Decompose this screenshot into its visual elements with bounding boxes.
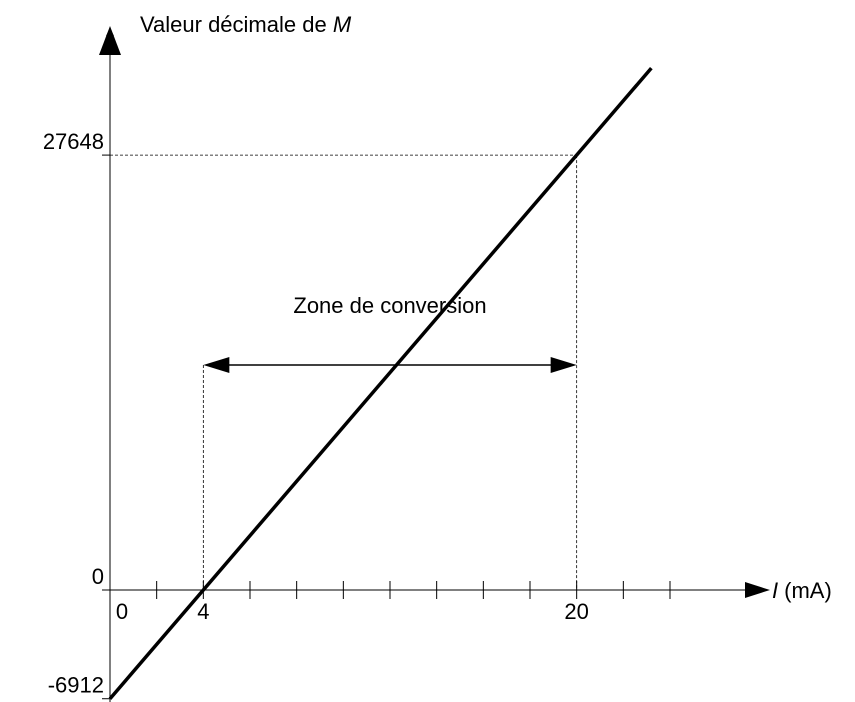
data-line — [108, 66, 653, 700]
y-tick-label: -6912 — [48, 673, 104, 698]
x-tick-label: 0 — [116, 599, 128, 624]
y-tick-label: 27648 — [43, 129, 104, 154]
x-tick-label: 4 — [197, 599, 209, 624]
arrow-head — [203, 357, 230, 374]
y-label-var: M — [333, 12, 352, 37]
y-axis-arrow — [99, 26, 121, 55]
x-label-var: I — [772, 578, 778, 603]
arrow-head — [550, 357, 577, 374]
y-label: Valeur décimale de — [140, 12, 333, 37]
x-axis-arrow — [745, 582, 770, 598]
annotation: Zone de conversion — [293, 293, 486, 318]
x-axis-title: I (mA) — [772, 578, 832, 603]
y-axis-title: Valeur décimale de M — [140, 12, 352, 37]
y-tick-label: 0 — [92, 564, 104, 589]
x-tick-label: 20 — [564, 599, 588, 624]
x-label: (mA) — [784, 578, 832, 603]
